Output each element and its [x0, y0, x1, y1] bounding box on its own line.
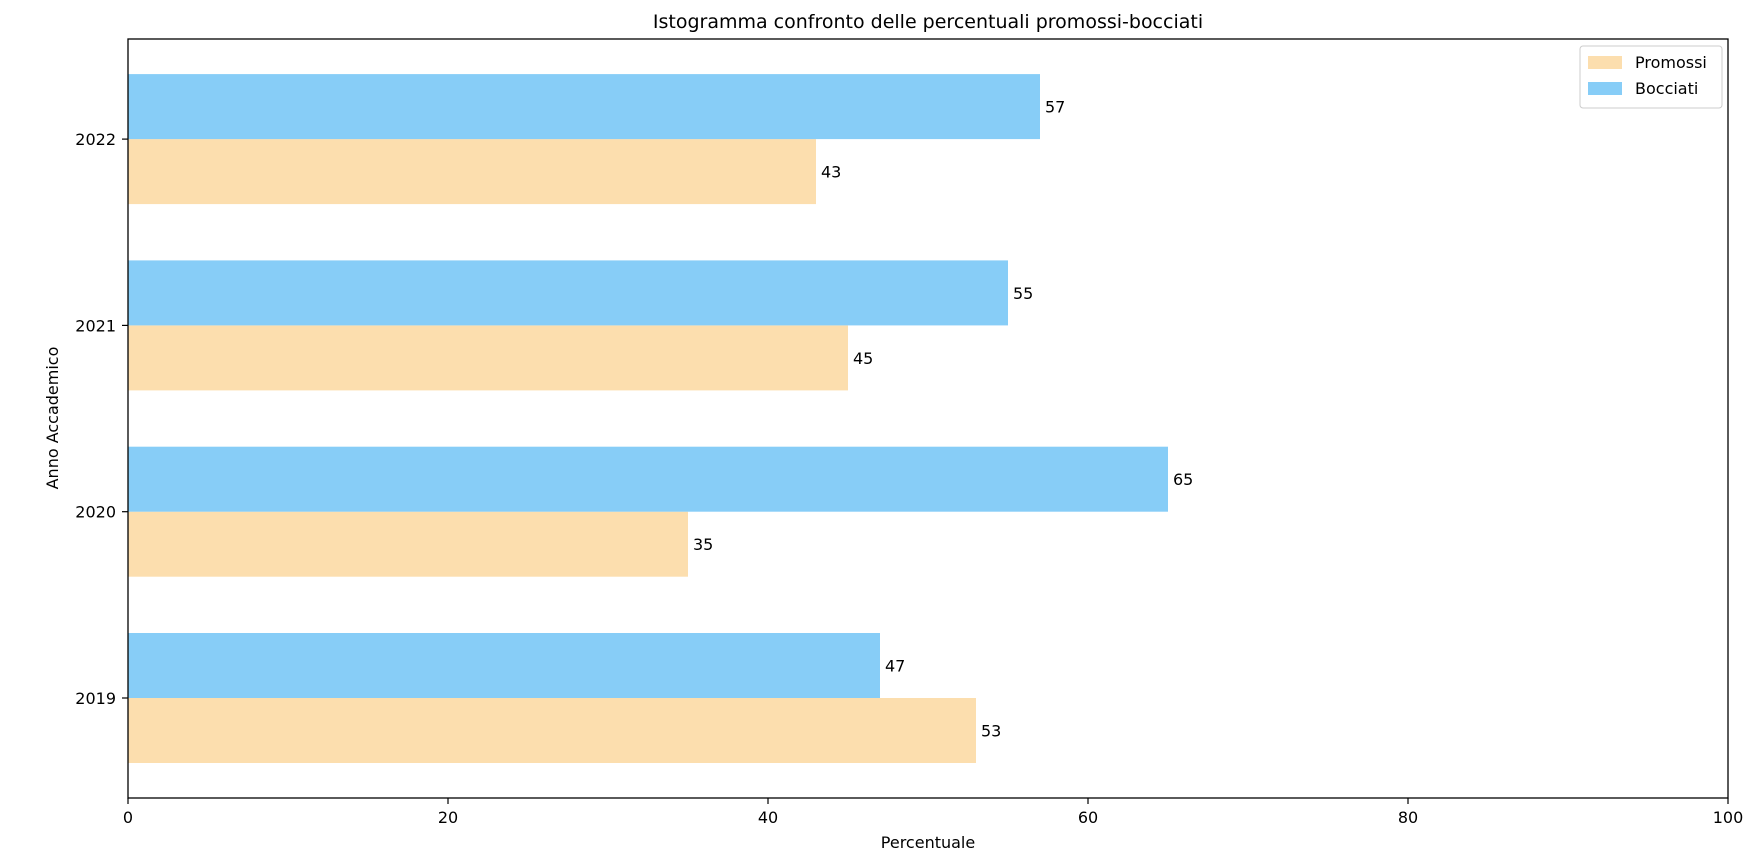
value-label-bocciati-2019: 47	[885, 657, 905, 676]
y-axis: 2019 2020 2021 2022	[75, 130, 128, 708]
value-label-promossi-2022: 43	[821, 163, 841, 182]
bar-bocciati-2021	[128, 260, 1008, 326]
x-tick-label: 100	[1713, 808, 1744, 827]
x-tick-label: 0	[123, 808, 133, 827]
y-axis-label: Anno Accademico	[43, 347, 62, 490]
bar-promossi-2021	[128, 325, 848, 391]
value-label-bocciati-2020: 65	[1173, 470, 1193, 489]
y-tick-label: 2019	[75, 689, 116, 708]
value-label-promossi-2021: 45	[853, 349, 873, 368]
y-tick-label: 2022	[75, 130, 116, 149]
x-axis-label: Percentuale	[881, 833, 975, 852]
chart-title: Istogramma confronto delle percentuali p…	[653, 11, 1203, 33]
x-tick-label: 80	[1398, 808, 1418, 827]
bar-bocciati-2022	[128, 74, 1040, 140]
y-tick-label: 2020	[75, 503, 116, 522]
x-axis: 0 20 40 60 80 100	[123, 798, 1743, 827]
legend-label-bocciati: Bocciati	[1635, 79, 1698, 98]
legend: Promossi Bocciati	[1579, 45, 1723, 109]
bar-bocciati-2020	[128, 446, 1168, 512]
legend-label-promossi: Promossi	[1635, 53, 1707, 72]
value-label-bocciati-2021: 55	[1013, 284, 1033, 303]
value-label-bocciati-2022: 57	[1045, 98, 1065, 117]
bars-layer	[128, 74, 1168, 763]
bar-promossi-2019	[128, 698, 976, 763]
y-tick-label: 2021	[75, 316, 116, 335]
bar-bocciati-2019	[128, 633, 880, 698]
x-tick-label: 60	[1078, 808, 1098, 827]
value-labels-layer: 53 47 35 65 45 55 43 57	[693, 98, 1193, 741]
plot-frame	[127, 38, 1729, 799]
bar-promossi-2020	[128, 511, 688, 577]
legend-swatch-promossi	[1588, 56, 1622, 69]
value-label-promossi-2020: 35	[693, 535, 713, 554]
legend-swatch-bocciati	[1588, 82, 1622, 95]
value-label-promossi-2019: 53	[981, 722, 1001, 741]
bar-promossi-2022	[128, 139, 816, 205]
x-tick-label: 40	[758, 808, 778, 827]
x-tick-label: 20	[438, 808, 458, 827]
